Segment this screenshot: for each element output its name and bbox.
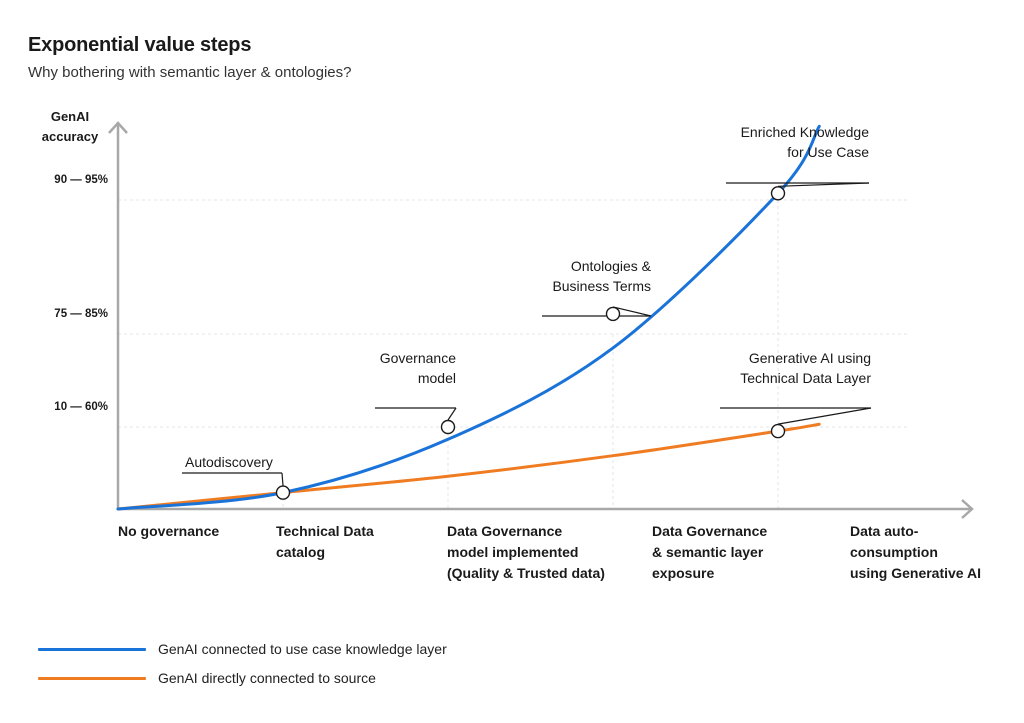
annotation-connector xyxy=(281,472,284,486)
annotations: Autodiscovery Governance model Ontologies &… xyxy=(182,124,872,500)
annotation-marker xyxy=(770,186,786,201)
annotation-label: Technical Data Layer xyxy=(740,370,871,386)
annotation-marker xyxy=(275,485,291,500)
axes xyxy=(108,121,974,519)
series-line-knowledge-layer xyxy=(116,124,821,511)
chart-subtitle: Why bothering with semantic layer & onto… xyxy=(28,64,352,81)
annotation-label: Enriched Knowledge xyxy=(741,124,870,140)
legend-label: GenAI directly connected to source xyxy=(158,670,376,686)
annotation-label: for Use Case xyxy=(787,144,869,160)
x-category-label: Data Governance xyxy=(652,523,767,539)
x-axis-arrow xyxy=(961,499,974,519)
annotation-marker xyxy=(605,306,621,322)
x-category-label: Technical Data xyxy=(276,523,374,539)
x-category-label: Data Governance xyxy=(447,523,562,539)
y-tick-label: 10 — 60% xyxy=(54,401,108,413)
y-axis-title: accuracy xyxy=(42,129,99,144)
x-category-label: using Generative AI xyxy=(850,565,981,581)
x-category-label: (Quality & Trusted data) xyxy=(447,565,605,581)
y-axis-arrow xyxy=(108,121,128,134)
y-axis-labels: GenAI accuracy 10 — 60% 75 — 85% 90 — 95% xyxy=(42,109,108,413)
annotation-connector xyxy=(777,407,872,425)
y-axis-title: GenAI xyxy=(51,109,89,124)
legend-label: GenAI connected to use case knowledge la… xyxy=(158,641,447,657)
series-lines xyxy=(116,124,821,511)
x-category-label: & semantic layer xyxy=(652,544,764,560)
annotation-label: model xyxy=(418,370,456,386)
x-axis-labels: No governance Technical Data catalog Data G… xyxy=(118,523,981,581)
legend-swatch-orange xyxy=(38,676,146,680)
annotation-label: Business Terms xyxy=(552,278,651,294)
x-category-label: Data auto- xyxy=(850,523,919,539)
x-category-label: catalog xyxy=(276,544,325,560)
annotation-label: Generative AI using xyxy=(749,350,871,366)
annotation-connector xyxy=(447,407,457,421)
x-category-label: model implemented xyxy=(447,544,578,560)
annotation-marker xyxy=(440,419,456,435)
legend-item-knowledge-layer: GenAI connected to use case knowledge la… xyxy=(38,641,447,657)
x-category-label: exposure xyxy=(652,565,714,581)
annotation-connector xyxy=(777,182,870,187)
legend-swatch-blue xyxy=(38,647,146,651)
x-category-label: No governance xyxy=(118,523,219,539)
annotation-label: Governance xyxy=(380,350,456,366)
legend-item-direct-source: GenAI directly connected to source xyxy=(38,670,376,686)
chart-title: Exponential value steps xyxy=(28,34,252,56)
y-tick-label: 90 — 95% xyxy=(54,174,108,186)
annotation-connector xyxy=(612,306,652,317)
annotation-label: Ontologies & xyxy=(571,258,652,274)
annotation-label: Autodiscovery xyxy=(185,454,273,470)
x-category-label: consumption xyxy=(850,544,938,560)
y-tick-label: 75 — 85% xyxy=(54,308,108,320)
annotation-marker xyxy=(770,423,786,439)
